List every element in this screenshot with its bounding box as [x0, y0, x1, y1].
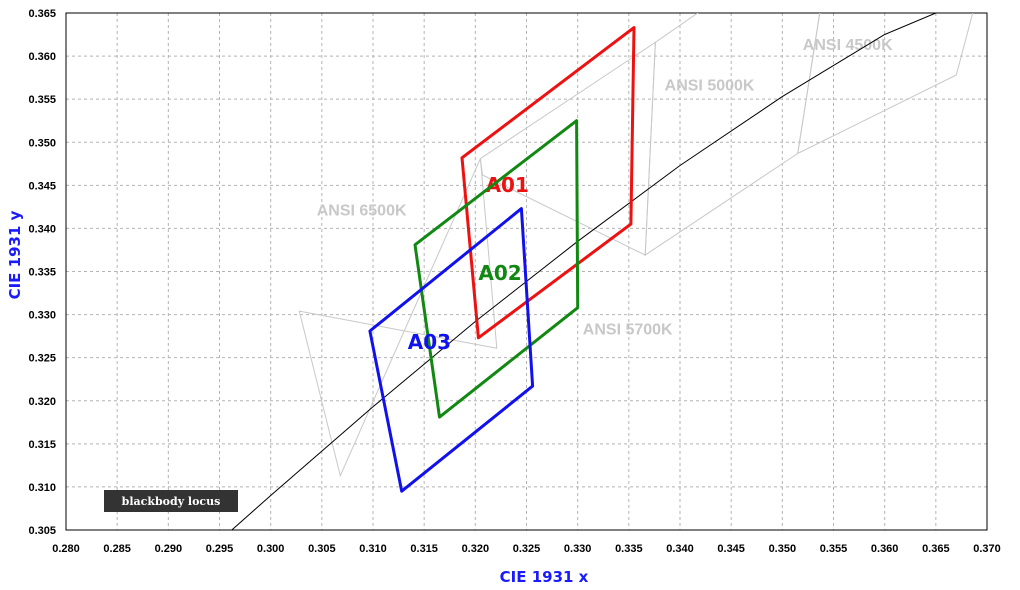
x-tick-label: 0.305: [308, 543, 336, 555]
bin-outline-a02: [413, 119, 580, 419]
legend-box: [104, 490, 238, 512]
y-tick-label: 0.335: [28, 267, 56, 279]
x-tick-label: 0.335: [615, 543, 643, 555]
y-tick-label: 0.310: [28, 482, 56, 494]
y-tick-label: 0.325: [28, 353, 56, 365]
ansi-region-label: ANSI 6500K: [317, 202, 407, 219]
legend: blackbody locus: [104, 490, 238, 512]
x-tick-label: 0.295: [206, 543, 234, 555]
y-tick-label: 0.355: [28, 94, 56, 106]
ansi-region-label: ANSI 4500K: [803, 37, 893, 54]
y-tick-label: 0.345: [28, 180, 56, 192]
plot-border: [65, 12, 988, 531]
y-tick-label: 0.315: [28, 439, 56, 451]
x-tick-label: 0.340: [666, 543, 694, 555]
y-tick-label: 0.320: [28, 396, 56, 408]
legend-label: blackbody locus: [122, 495, 221, 508]
y-axis-title: CIE 1931 y: [6, 210, 24, 299]
y-tick-label: 0.340: [28, 223, 56, 235]
x-tick-label: 0.315: [410, 543, 438, 555]
bin-outline-a03: [368, 207, 535, 493]
tick-labels: 0.280 0.285 0.290 0.295 0.300 0.305 0.310 0.315…: [28, 8, 1000, 555]
bin-label-a02: A02: [478, 261, 521, 285]
x-tick-label: 0.300: [257, 543, 285, 555]
x-axis-title: CIE 1931 x: [500, 568, 589, 586]
x-tick-label: 0.355: [820, 543, 848, 555]
y-tick-label: 0.330: [28, 310, 56, 322]
x-tick-label: 0.345: [717, 543, 745, 555]
y-tick-label: 0.350: [28, 137, 56, 149]
bin-label-a03: A03: [408, 330, 451, 354]
x-tick-label: 0.285: [103, 543, 131, 555]
ansi-region-outline: [797, 13, 974, 155]
x-tick-label: 0.310: [359, 543, 387, 555]
ansi-region-label: ANSI 5700K: [583, 321, 673, 338]
y-tick-label: 0.360: [28, 51, 56, 63]
x-tick-label: 0.370: [973, 543, 1001, 555]
y-tick-label: 0.305: [28, 525, 56, 537]
ansi-region-label: ANSI 5000K: [665, 78, 755, 95]
x-tick-label: 0.320: [462, 543, 490, 555]
x-tick-label: 0.350: [769, 543, 797, 555]
x-tick-label: 0.290: [155, 543, 183, 555]
bin-outline-a01: [460, 26, 636, 340]
x-tick-label: 0.280: [52, 543, 80, 555]
x-tick-label: 0.365: [922, 543, 950, 555]
x-tick-label: 0.330: [564, 543, 592, 555]
x-tick-label: 0.325: [513, 543, 541, 555]
ansi-regions: ANSI 6500K ANSI 5700K ANSI 5000K ANSI 4500K: [298, 13, 974, 478]
x-tick-label: 0.360: [871, 543, 899, 555]
y-tick-label: 0.365: [28, 8, 56, 20]
